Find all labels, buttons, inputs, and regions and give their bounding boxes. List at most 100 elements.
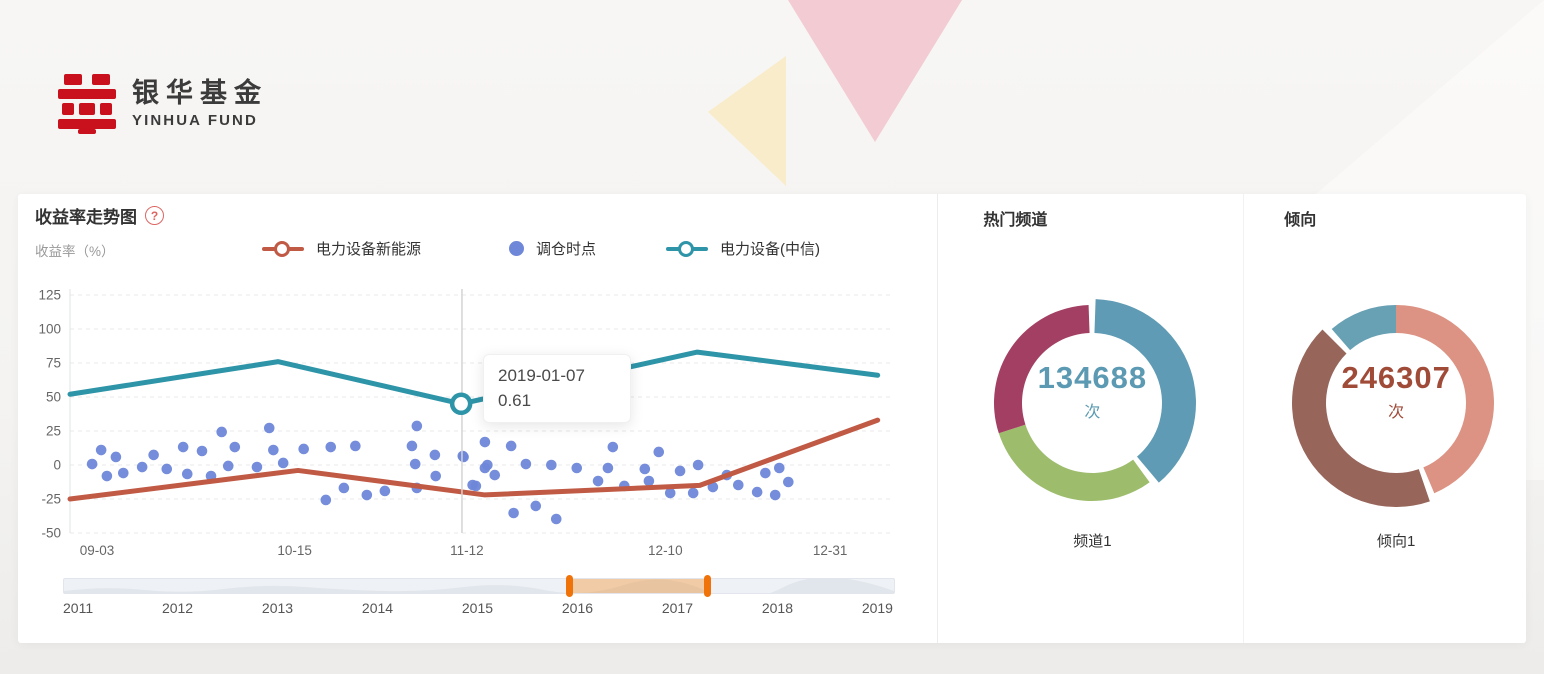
decor-triangle-pink [788,0,962,142]
scatter-point [687,487,699,499]
scatter-point [733,479,744,491]
hot-channels-section: 热门频道 134688 次 频道1 [938,194,1245,643]
y-tick-label: 0 [53,458,61,473]
scatter-point [411,420,423,432]
year-label: 2018 [761,600,793,616]
scatter-point [602,462,614,474]
datazoom-slider-track[interactable] [63,575,895,597]
y-tick-label: -25 [41,492,61,507]
year-label: 2015 [461,600,494,616]
datazoom-right-handle[interactable] [703,575,711,597]
scatter-point [268,444,279,456]
year-label: 2014 [361,600,394,616]
scatter-point [774,462,785,474]
scatter-point [653,446,665,458]
x-tick-label: 09-03 [80,543,115,558]
scatter-point [320,494,332,506]
scatter-point [783,476,794,488]
scatter-point [216,426,227,438]
scatter-point [251,461,263,473]
scatter-point [520,458,532,470]
returns-line-chart[interactable]: 125 100 75 50 25 0 -25 -50 09-03 10-15 11-12 12-10 1… [18,194,938,643]
scatter-point [639,463,651,475]
line-ring-marker-icon [666,240,709,257]
scatter-point [489,469,501,481]
legend-item-tiaocang-shidian[interactable]: 调仓时点 [509,238,596,259]
scatter-point [429,449,441,461]
donut-segment-salmon [1396,305,1495,494]
scatter-point [325,441,337,453]
scatter-point [86,458,98,470]
hot-channels-donut-chart[interactable] [977,288,1207,518]
main-panel: 收益率走势图 ? 收益率（%） 电力设备新能源 调仓时点 电力设备(中信) 12 [18,194,1526,643]
tendency-title: 倾向 [1284,212,1317,229]
year-label: 2012 [161,600,194,616]
brand-name-en: YINHUA FUND [132,111,258,129]
tendency-donut-chart[interactable] [1281,288,1511,518]
brand-name-cn: 银华基金 [132,78,268,109]
scatter-point [707,481,719,493]
scatter-point [101,470,113,482]
scatter-point [505,440,517,452]
scatter-point [430,470,442,482]
legend-item-dianli-xinnengyuan[interactable]: 电力设备新能源 [262,238,421,259]
datazoom-left-handle[interactable] [565,575,573,597]
y-tick-label: 25 [46,424,61,439]
scatter-point [277,457,289,469]
tendency-label: 倾向1 [1377,533,1416,550]
scatter-point [470,480,482,492]
hot-channels-title: 热门频道 [983,212,1048,229]
line-series [67,349,881,407]
scatter-point [263,422,275,434]
brand-logo: 银华基金 YINHUA FUND [58,74,268,134]
scatter-point [550,513,562,525]
datazoom-selected-range[interactable] [569,579,708,593]
dot-marker-icon [509,241,525,256]
scatter-point [222,460,234,472]
tooltip-value: 0.61 [498,390,532,410]
line-series [67,417,881,502]
y-tick-label: -50 [41,526,61,541]
y-tick-label: 50 [46,390,61,405]
scatter-point [361,489,373,501]
donut-segment-green [999,424,1150,501]
scatter-point [592,475,604,487]
scatter-point [530,500,542,512]
year-label: 2011 [63,600,94,616]
decor-triangle-yellow [708,56,786,186]
returns-chart-section: 收益率走势图 ? 收益率（%） 电力设备新能源 调仓时点 电力设备(中信) 12 [18,194,939,643]
scatter-point [148,449,159,461]
scatter-point [458,451,469,463]
scatter-point [379,485,391,497]
scatter-point [692,459,704,471]
scatter-point [338,482,350,494]
scatter-point [406,440,418,452]
help-icon[interactable]: ? [145,206,164,225]
year-label: 2013 [261,600,294,616]
datazoom-silhouette [64,579,894,593]
scatter-point [136,461,148,473]
datazoom-year-labels: 2011 2012 2013 2014 2015 2016 2017 2018 2019 [63,600,893,616]
legend-item-dianli-zhongxin[interactable]: 电力设备(中信) [666,238,820,259]
scatter-point [664,487,676,499]
chart-legend: 电力设备新能源 调仓时点 电力设备(中信) [18,238,938,259]
year-label: 2016 [561,600,594,616]
brand-logo-icon [58,74,116,134]
scatter-point [298,443,310,455]
scatter-point [674,465,686,477]
y-tick-label: 125 [38,288,61,303]
scatter-point [607,441,619,453]
scatter-point [177,441,189,453]
scatter-point [769,489,781,501]
donut-segment-maroon [994,305,1090,434]
x-tick-label: 12-10 [648,543,683,558]
hot-channels-label: 频道1 [1073,533,1112,550]
tooltip-date: 2019-01-07 [498,366,585,385]
scatter-point [95,444,107,456]
scatter-point [409,458,421,470]
x-tick-label: 10-15 [277,543,312,558]
scatter-point [110,451,122,463]
chart-tooltip: 2019-01-07 0.61 [483,354,631,424]
scatter-point [229,441,241,453]
